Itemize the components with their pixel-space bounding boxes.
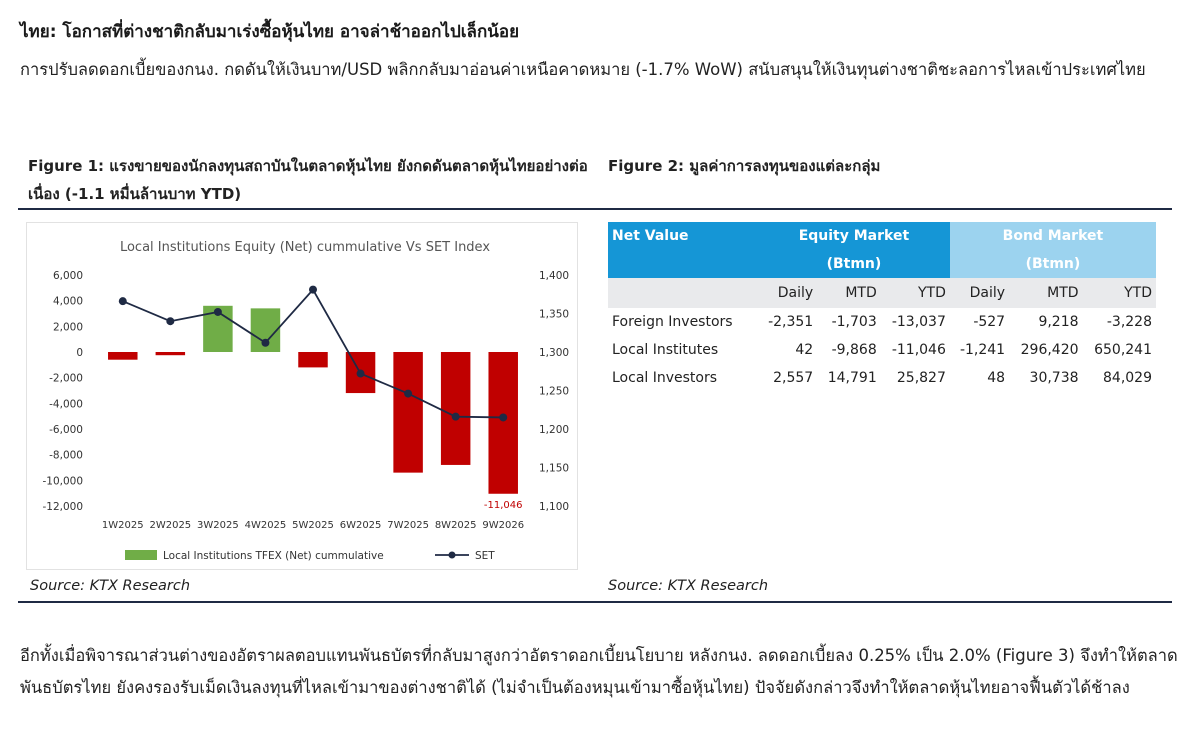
set-point	[166, 317, 175, 326]
headline: ไทย: โอกาสที่ต่างชาติกลับมาเร่งซื้อหุ้นไ…	[20, 22, 520, 42]
table-cell: -3,228	[1106, 314, 1152, 330]
y-left-tick-label: 0	[76, 347, 83, 359]
net-value-header: Net Value	[608, 222, 758, 250]
figure1-chart: Local Institutions Equity (Net) cummulat…	[26, 222, 578, 570]
combo-chart: Local Institutions Equity (Net) cummulat…	[42, 240, 569, 562]
table-row: Local Institutes 42 -9,868 -11,046 -1,24…	[608, 336, 1156, 364]
table-cell: 2,557	[773, 370, 814, 386]
set-point	[404, 389, 413, 398]
table-cell: 650,241	[1094, 342, 1152, 358]
bar	[298, 352, 328, 368]
y-right-tick-label: 1,350	[539, 309, 569, 321]
y-left-tick-label: -2,000	[49, 373, 83, 385]
equity-market-header: Equity Market	[758, 222, 950, 250]
table-cell: 42	[795, 342, 814, 358]
subheader-equity-mtd: MTD	[817, 278, 881, 308]
y-left-tick-label: -10,000	[42, 475, 83, 487]
table-cell: 9,218	[1038, 314, 1079, 330]
x-tick-label: 5W2025	[292, 520, 334, 531]
bar	[155, 352, 186, 356]
set-point	[118, 297, 127, 306]
legend-swatch	[125, 550, 157, 560]
table-cell: -11,046	[891, 342, 946, 358]
figure-bottom-rule	[18, 601, 1172, 603]
figure2-source: Source: KTX Research	[608, 578, 769, 594]
y-left-tick-label: -8,000	[49, 450, 83, 462]
x-tick-label: 7W2025	[387, 520, 429, 531]
table-cell: -527	[973, 314, 1006, 330]
y-left-tick-label: -4,000	[49, 398, 83, 410]
y-right-tick-label: 1,100	[539, 501, 569, 513]
x-tick-label: 1W2025	[102, 520, 144, 531]
table-row: Local Investors 2,557 14,791 25,827 48 3…	[608, 364, 1156, 392]
bar	[393, 352, 423, 473]
legend-label: Local Institutions TFEX (Net) cummulativ…	[163, 550, 384, 562]
table-cell: -2,351	[768, 314, 814, 330]
y-left-tick-label: -12,000	[42, 501, 83, 513]
y-left-tick-label: 6,000	[53, 270, 83, 282]
x-tick-label: 3W2025	[197, 520, 239, 531]
x-tick-label: 2W2025	[149, 520, 191, 531]
legend-label: SET	[475, 550, 495, 562]
table-cell: 48	[987, 370, 1006, 386]
table-cell: 30,738	[1029, 370, 1079, 386]
set-point	[499, 413, 508, 422]
subheader-bond-ytd: YTD	[1082, 278, 1156, 308]
set-point	[261, 338, 270, 347]
y-right-tick-label: 1,400	[539, 270, 569, 282]
y-right-tick-label: 1,150	[539, 463, 569, 475]
table-cell: 14,791	[827, 370, 877, 386]
subheader-bond-mtd: MTD	[1009, 278, 1083, 308]
row-label: Local Institutes	[612, 342, 719, 358]
bar	[440, 352, 471, 465]
y-left-tick-label: 4,000	[53, 296, 83, 308]
table-cell: -1,703	[831, 314, 877, 330]
equity-unit-label: (Btmn)	[758, 250, 950, 278]
figure1-title: Figure 1: แรงขายของนักลงทุนสถาบันในตลาดห…	[28, 157, 588, 203]
set-point	[309, 285, 317, 294]
y-right-tick-label: 1,300	[539, 347, 569, 359]
y-right-tick-label: 1,250	[539, 386, 569, 398]
data-label: -11,046	[484, 500, 523, 511]
set-point	[451, 412, 460, 421]
set-point	[213, 307, 222, 316]
chart-title: Local Institutions Equity (Net) cummulat…	[120, 240, 490, 255]
y-left-tick-label: -6,000	[49, 424, 83, 436]
intro-paragraph: การปรับลดดอกเบี้ยของกนง. กดดันให้เงินบาท…	[20, 60, 1146, 79]
table-cell: 296,420	[1020, 342, 1079, 358]
subheader-bond-daily: Daily	[949, 278, 1010, 308]
legend-marker	[448, 551, 456, 559]
x-tick-label: 8W2025	[435, 520, 477, 531]
x-tick-label: 6W2025	[340, 520, 382, 531]
investment-table: Net Value Equity Market Bond Market (Btm…	[608, 222, 1156, 392]
bar	[108, 352, 138, 360]
table-cell: -1,241	[959, 342, 1006, 358]
y-right-tick-label: 1,200	[539, 424, 569, 436]
row-label: Local Investors	[612, 370, 718, 386]
bond-unit-label: (Btmn)	[949, 250, 1156, 278]
table-cell: 25,827	[896, 370, 946, 386]
table-cell: -13,037	[891, 314, 946, 330]
set-point	[356, 369, 365, 378]
table-cell: -9,868	[831, 342, 877, 358]
x-tick-label: 4W2025	[245, 520, 287, 531]
table-row: Foreign Investors -2,351 -1,703 -13,037 …	[608, 308, 1156, 336]
figure2-title: Figure 2: มูลค่าการลงทุนของแต่ละกลุ่ม	[608, 157, 881, 175]
figure1-source: Source: KTX Research	[30, 578, 191, 594]
bond-market-header: Bond Market	[949, 222, 1156, 250]
subheader-equity-daily: Daily	[758, 278, 818, 308]
body-paragraph: อีกทั้งเมื่อพิจารณาส่วนต่างของอัตราผลตอบ…	[20, 646, 1178, 697]
table-cell: 84,029	[1103, 370, 1152, 386]
x-tick-label: 9W2026	[482, 520, 524, 531]
bar	[488, 352, 518, 494]
subheader-equity-ytd: YTD	[880, 278, 950, 308]
row-label: Foreign Investors	[612, 314, 733, 330]
y-left-tick-label: 2,000	[53, 321, 83, 333]
figure-top-rule	[18, 208, 1172, 210]
